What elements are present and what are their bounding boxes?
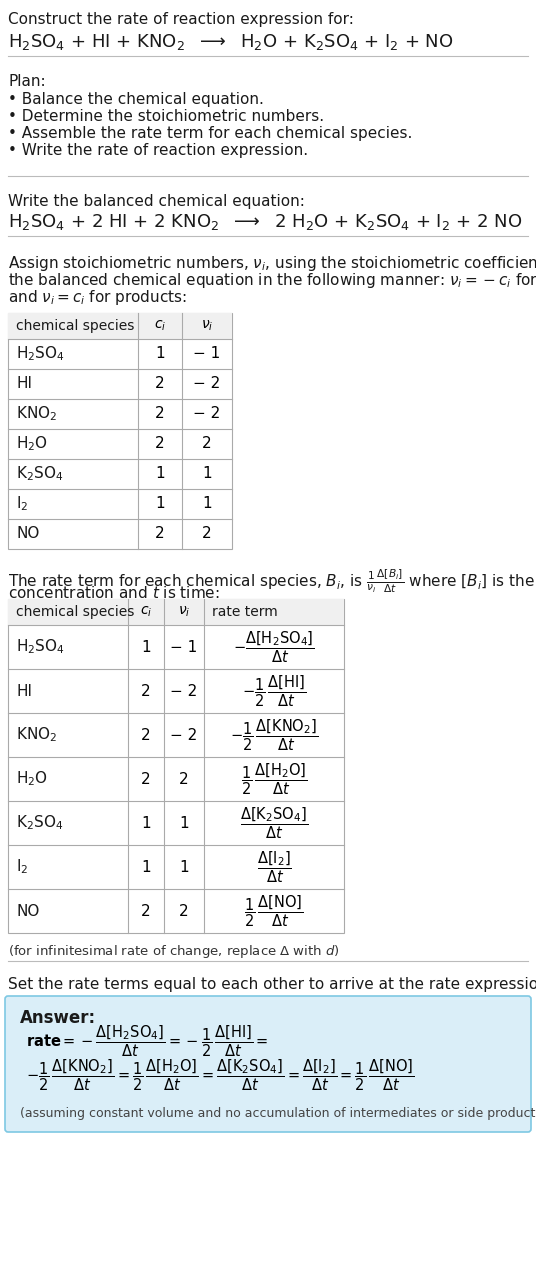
Text: KNO$_2$: KNO$_2$ bbox=[16, 405, 57, 423]
Text: NO: NO bbox=[16, 904, 39, 919]
Text: 1: 1 bbox=[141, 639, 151, 655]
Text: 2: 2 bbox=[202, 437, 212, 452]
Text: rate term: rate term bbox=[212, 605, 278, 619]
Text: Write the balanced chemical equation:: Write the balanced chemical equation: bbox=[8, 194, 305, 209]
Text: K$_2$SO$_4$: K$_2$SO$_4$ bbox=[16, 465, 63, 484]
Text: 1: 1 bbox=[179, 815, 189, 830]
Text: 2: 2 bbox=[179, 771, 189, 786]
Text: $\dfrac{\Delta[\mathrm{K_2SO_4}]}{\Delta t}$: $\dfrac{\Delta[\mathrm{K_2SO_4}]}{\Delta… bbox=[240, 805, 308, 841]
Text: 2: 2 bbox=[179, 904, 189, 919]
Text: $c_i$: $c_i$ bbox=[140, 605, 152, 619]
Text: 1: 1 bbox=[155, 347, 165, 362]
Text: • Assemble the rate term for each chemical species.: • Assemble the rate term for each chemic… bbox=[8, 127, 412, 141]
Text: I$_2$: I$_2$ bbox=[16, 495, 28, 513]
Text: $-\dfrac{\Delta[\mathrm{H_2SO_4}]}{\Delta t}$: $-\dfrac{\Delta[\mathrm{H_2SO_4}]}{\Delt… bbox=[233, 629, 315, 665]
Text: $-\dfrac{1}{2}\,\dfrac{\Delta[\mathrm{KNO_2}]}{\Delta t} = \dfrac{1}{2}\,\dfrac{: $-\dfrac{1}{2}\,\dfrac{\Delta[\mathrm{KN… bbox=[26, 1057, 414, 1093]
Text: Answer:: Answer: bbox=[20, 1009, 96, 1027]
Text: $\mathbf{rate} = -\dfrac{\Delta[\mathrm{H_2SO_4}]}{\Delta t} = -\dfrac{1}{2}\,\d: $\mathbf{rate} = -\dfrac{\Delta[\mathrm{… bbox=[26, 1023, 269, 1058]
Text: • Write the rate of reaction expression.: • Write the rate of reaction expression. bbox=[8, 143, 308, 158]
Text: Assign stoichiometric numbers, $\nu_i$, using the stoichiometric coefficients, $: Assign stoichiometric numbers, $\nu_i$, … bbox=[8, 254, 536, 273]
Text: 2: 2 bbox=[155, 437, 165, 452]
Text: I$_2$: I$_2$ bbox=[16, 857, 28, 876]
Text: Set the rate terms equal to each other to arrive at the rate expression:: Set the rate terms equal to each other t… bbox=[8, 977, 536, 993]
Text: (for infinitesimal rate of change, replace Δ with $d$): (for infinitesimal rate of change, repla… bbox=[8, 943, 340, 960]
Text: chemical species: chemical species bbox=[16, 605, 135, 619]
Text: $\dfrac{\Delta[\mathrm{I_2}]}{\Delta t}$: $\dfrac{\Delta[\mathrm{I_2}]}{\Delta t}$ bbox=[257, 849, 292, 885]
Text: 2: 2 bbox=[202, 527, 212, 542]
Text: KNO$_2$: KNO$_2$ bbox=[16, 725, 57, 744]
Text: 1: 1 bbox=[179, 860, 189, 875]
Text: 2: 2 bbox=[141, 684, 151, 699]
Text: $\dfrac{1}{2}\,\dfrac{\Delta[\mathrm{NO}]}{\Delta t}$: $\dfrac{1}{2}\,\dfrac{\Delta[\mathrm{NO}… bbox=[244, 894, 304, 929]
Text: 2: 2 bbox=[155, 406, 165, 422]
Text: • Determine the stoichiometric numbers.: • Determine the stoichiometric numbers. bbox=[8, 109, 324, 124]
Text: $-\dfrac{1}{2}\,\dfrac{\Delta[\mathrm{KNO_2}]}{\Delta t}$: $-\dfrac{1}{2}\,\dfrac{\Delta[\mathrm{KN… bbox=[230, 718, 318, 753]
Text: H$_2$SO$_4$ + HI + KNO$_2$  $\longrightarrow$  H$_2$O + K$_2$SO$_4$ + I$_2$ + NO: H$_2$SO$_4$ + HI + KNO$_2$ $\longrightar… bbox=[8, 32, 453, 52]
Text: − 2: − 2 bbox=[170, 684, 198, 699]
Text: 1: 1 bbox=[155, 466, 165, 481]
Text: − 1: − 1 bbox=[193, 347, 221, 362]
Text: and $\nu_i = c_i$ for products:: and $\nu_i = c_i$ for products: bbox=[8, 287, 187, 306]
Text: 1: 1 bbox=[202, 496, 212, 511]
Text: K$_2$SO$_4$: K$_2$SO$_4$ bbox=[16, 814, 63, 832]
Text: H$_2$O: H$_2$O bbox=[16, 770, 48, 789]
Text: 1: 1 bbox=[141, 815, 151, 830]
Text: 1: 1 bbox=[155, 496, 165, 511]
Text: chemical species: chemical species bbox=[16, 319, 135, 333]
Text: H$_2$SO$_4$ + 2 HI + 2 KNO$_2$  $\longrightarrow$  2 H$_2$O + K$_2$SO$_4$ + I$_2: H$_2$SO$_4$ + 2 HI + 2 KNO$_2$ $\longrig… bbox=[8, 211, 522, 232]
Bar bbox=[8, 313, 232, 549]
Text: $\nu_i$: $\nu_i$ bbox=[178, 605, 190, 619]
Text: Construct the rate of reaction expression for:: Construct the rate of reaction expressio… bbox=[8, 11, 354, 27]
Bar bbox=[8, 599, 344, 625]
Text: H$_2$SO$_4$: H$_2$SO$_4$ bbox=[16, 638, 65, 656]
Text: NO: NO bbox=[16, 527, 39, 542]
Text: 1: 1 bbox=[141, 860, 151, 875]
Text: 1: 1 bbox=[202, 466, 212, 481]
Text: Plan:: Plan: bbox=[8, 73, 46, 89]
FancyBboxPatch shape bbox=[5, 996, 531, 1132]
Text: − 1: − 1 bbox=[170, 639, 198, 655]
Text: H$_2$SO$_4$: H$_2$SO$_4$ bbox=[16, 344, 65, 363]
Text: 2: 2 bbox=[141, 771, 151, 786]
Text: $\dfrac{1}{2}\,\dfrac{\Delta[\mathrm{H_2O}]}{\Delta t}$: $\dfrac{1}{2}\,\dfrac{\Delta[\mathrm{H_2… bbox=[241, 761, 307, 796]
Text: 2: 2 bbox=[141, 904, 151, 919]
Text: HI: HI bbox=[16, 376, 32, 391]
Bar bbox=[8, 313, 232, 339]
Text: $\nu_i$: $\nu_i$ bbox=[201, 319, 213, 333]
Text: 2: 2 bbox=[141, 728, 151, 742]
Text: $-\dfrac{1}{2}\,\dfrac{\Delta[\mathrm{HI}]}{\Delta t}$: $-\dfrac{1}{2}\,\dfrac{\Delta[\mathrm{HI… bbox=[242, 674, 306, 709]
Text: The rate term for each chemical species, $B_i$, is $\frac{1}{\nu_i}\frac{\Delta[: The rate term for each chemical species,… bbox=[8, 567, 536, 595]
Text: the balanced chemical equation in the following manner: $\nu_i = -c_i$ for react: the balanced chemical equation in the fo… bbox=[8, 271, 536, 290]
Text: HI: HI bbox=[16, 684, 32, 699]
Text: − 2: − 2 bbox=[193, 406, 221, 422]
Bar bbox=[8, 599, 344, 933]
Text: $c_i$: $c_i$ bbox=[154, 319, 166, 333]
Text: (assuming constant volume and no accumulation of intermediates or side products): (assuming constant volume and no accumul… bbox=[20, 1106, 536, 1120]
Text: H$_2$O: H$_2$O bbox=[16, 434, 48, 453]
Text: 2: 2 bbox=[155, 527, 165, 542]
Text: concentration and $t$ is time:: concentration and $t$ is time: bbox=[8, 585, 220, 601]
Text: − 2: − 2 bbox=[193, 376, 221, 391]
Text: 2: 2 bbox=[155, 376, 165, 391]
Text: • Balance the chemical equation.: • Balance the chemical equation. bbox=[8, 92, 264, 108]
Text: − 2: − 2 bbox=[170, 728, 198, 742]
